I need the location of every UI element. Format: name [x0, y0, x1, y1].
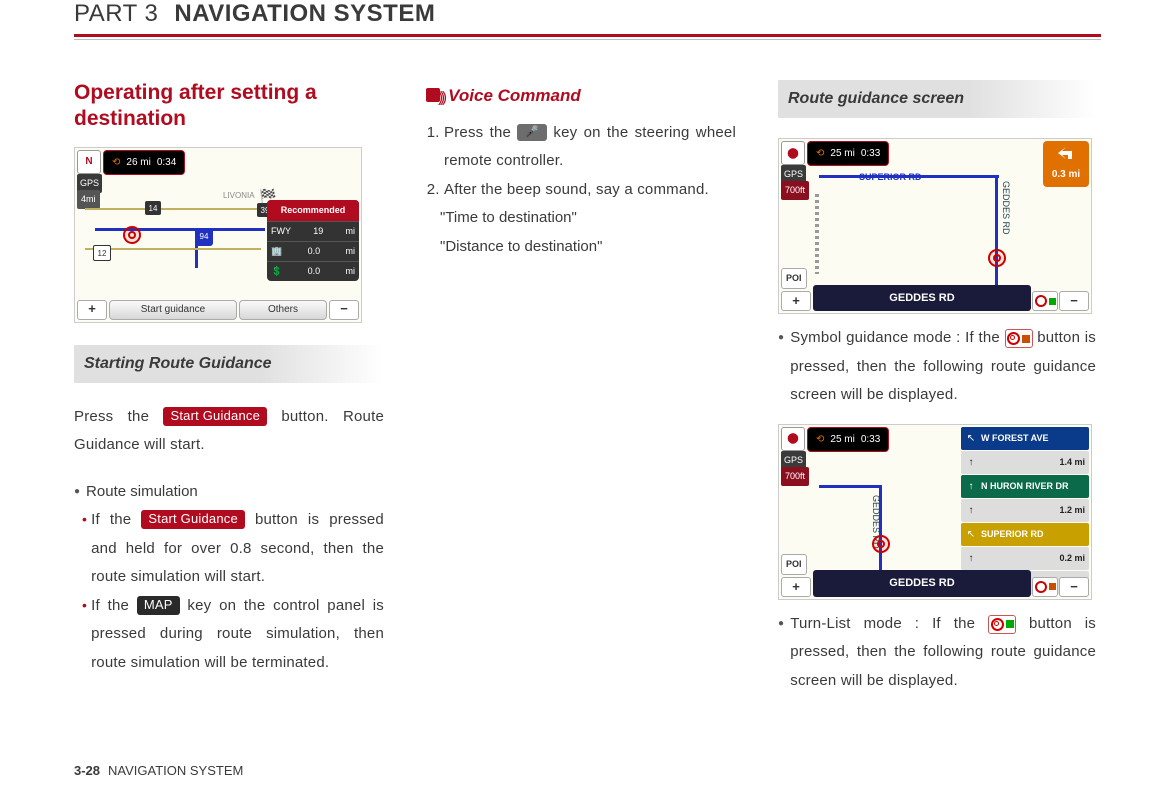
column-2: ))) Voice Command Press the 🎤 key on the… [426, 80, 736, 695]
vehicle-marker [988, 249, 1006, 267]
subheading-starting-route: Starting Route Guidance [74, 345, 384, 383]
voice-step-1: Press the 🎤 key on the steering wheel re… [444, 119, 736, 176]
map-screenshot-2: ⬤ ⟲ 25 mi 0:33 GPS 700ft 0.3 mi SUPERIOR… [778, 138, 1092, 314]
voice-command-heading: ))) Voice Command [426, 80, 736, 113]
start-guidance-button[interactable]: Start guidance [109, 300, 237, 320]
poi-button[interactable]: POI [781, 554, 807, 575]
bullet-symbol-mode: Symbol guidance mode : If the button is … [778, 324, 1096, 410]
poi-button[interactable]: POI [781, 268, 807, 289]
column-1: Operating after setting a destination N … [74, 80, 384, 695]
map-screenshot-1: N ⟲ 26 mi 0:34 GPS 4mi LIVONIA 🏁 14 12 [74, 147, 362, 323]
paragraph-start-guidance: Press the Start Guidance button. Route G… [74, 403, 384, 460]
header-title: NAVIGATION SYSTEM [174, 0, 435, 28]
scale-badge: 700ft [781, 467, 809, 486]
compass-icon: ⬤ [781, 141, 805, 165]
scale-badge: 700ft [781, 181, 809, 200]
header-part: PART 3 [74, 0, 158, 28]
bullet-turnlist-mode: Turn-List mode : If the button is presse… [778, 610, 1096, 696]
subbullet-map-key: If the MAP key on the control panel is p… [74, 592, 384, 678]
turnlist-mode-icon [988, 615, 1016, 634]
recommended-header: Recommended [267, 200, 359, 221]
map-topbar: ⟲ 26 mi 0:34 [103, 150, 185, 175]
zoom-out-button[interactable]: − [329, 300, 359, 320]
section-heading: Operating after setting a destination [74, 80, 384, 133]
map-topbar: ⟲ 25 mi 0:33 [807, 427, 889, 452]
start-guidance-label: Start Guidance [163, 407, 267, 426]
current-road-label: GEDDES RD [813, 285, 1031, 312]
compass-icon: N [77, 150, 101, 174]
map-time: 0:34 [157, 153, 176, 172]
map-topbar: ⟲ 25 mi 0:33 [807, 141, 889, 166]
turn-indicator: 0.3 mi [1043, 141, 1089, 187]
zoom-in-button[interactable]: + [781, 291, 811, 311]
vehicle-marker [123, 226, 141, 244]
page-footer: 3-28NAVIGATION SYSTEM [74, 763, 243, 778]
scrollbar-icon [815, 194, 819, 274]
zoom-in-button[interactable]: + [77, 300, 107, 320]
zoom-in-button[interactable]: + [781, 577, 811, 597]
current-road-label: GEDDES RD [813, 570, 1031, 597]
map-distance: 26 mi [126, 153, 150, 172]
mode-toggle-button[interactable] [1032, 577, 1058, 597]
start-guidance-label-2: Start Guidance [141, 510, 245, 529]
mode-toggle-button[interactable] [1032, 291, 1058, 311]
subbullet-hold-start: If the Start Guidance button is pressed … [74, 506, 384, 592]
header-rule [74, 34, 1101, 40]
zoom-out-button[interactable]: − [1059, 291, 1089, 311]
voice-step-2: After the beep sound, say a command. [444, 176, 736, 205]
mic-key-icon: 🎤 [517, 124, 547, 141]
compass-icon: ⬤ [781, 427, 805, 451]
zoom-out-button[interactable]: − [1059, 577, 1089, 597]
map-key-label: MAP [137, 596, 180, 615]
voice-quote-1: "Time to destination" [426, 204, 736, 233]
scale-badge: 4mi [77, 190, 100, 209]
bullet-route-simulation: Route simulation [74, 478, 384, 507]
others-button[interactable]: Others [239, 300, 327, 320]
symbol-mode-icon [1005, 329, 1033, 348]
voice-quote-2: "Distance to destination" [426, 233, 736, 262]
subheading-route-guidance: Route guidance screen [778, 80, 1096, 118]
column-3: Route guidance screen ⬤ ⟲ 25 mi 0:33 GPS… [778, 80, 1096, 695]
vehicle-marker [872, 535, 890, 553]
recommended-panel: Recommended FWY19mi 🏢0.0mi 💲0.0mi [267, 200, 359, 281]
map-screenshot-3: ⬤ ⟲ 25 mi 0:33 GPS 700ft ↖W FOREST AVE↑1… [778, 424, 1092, 600]
